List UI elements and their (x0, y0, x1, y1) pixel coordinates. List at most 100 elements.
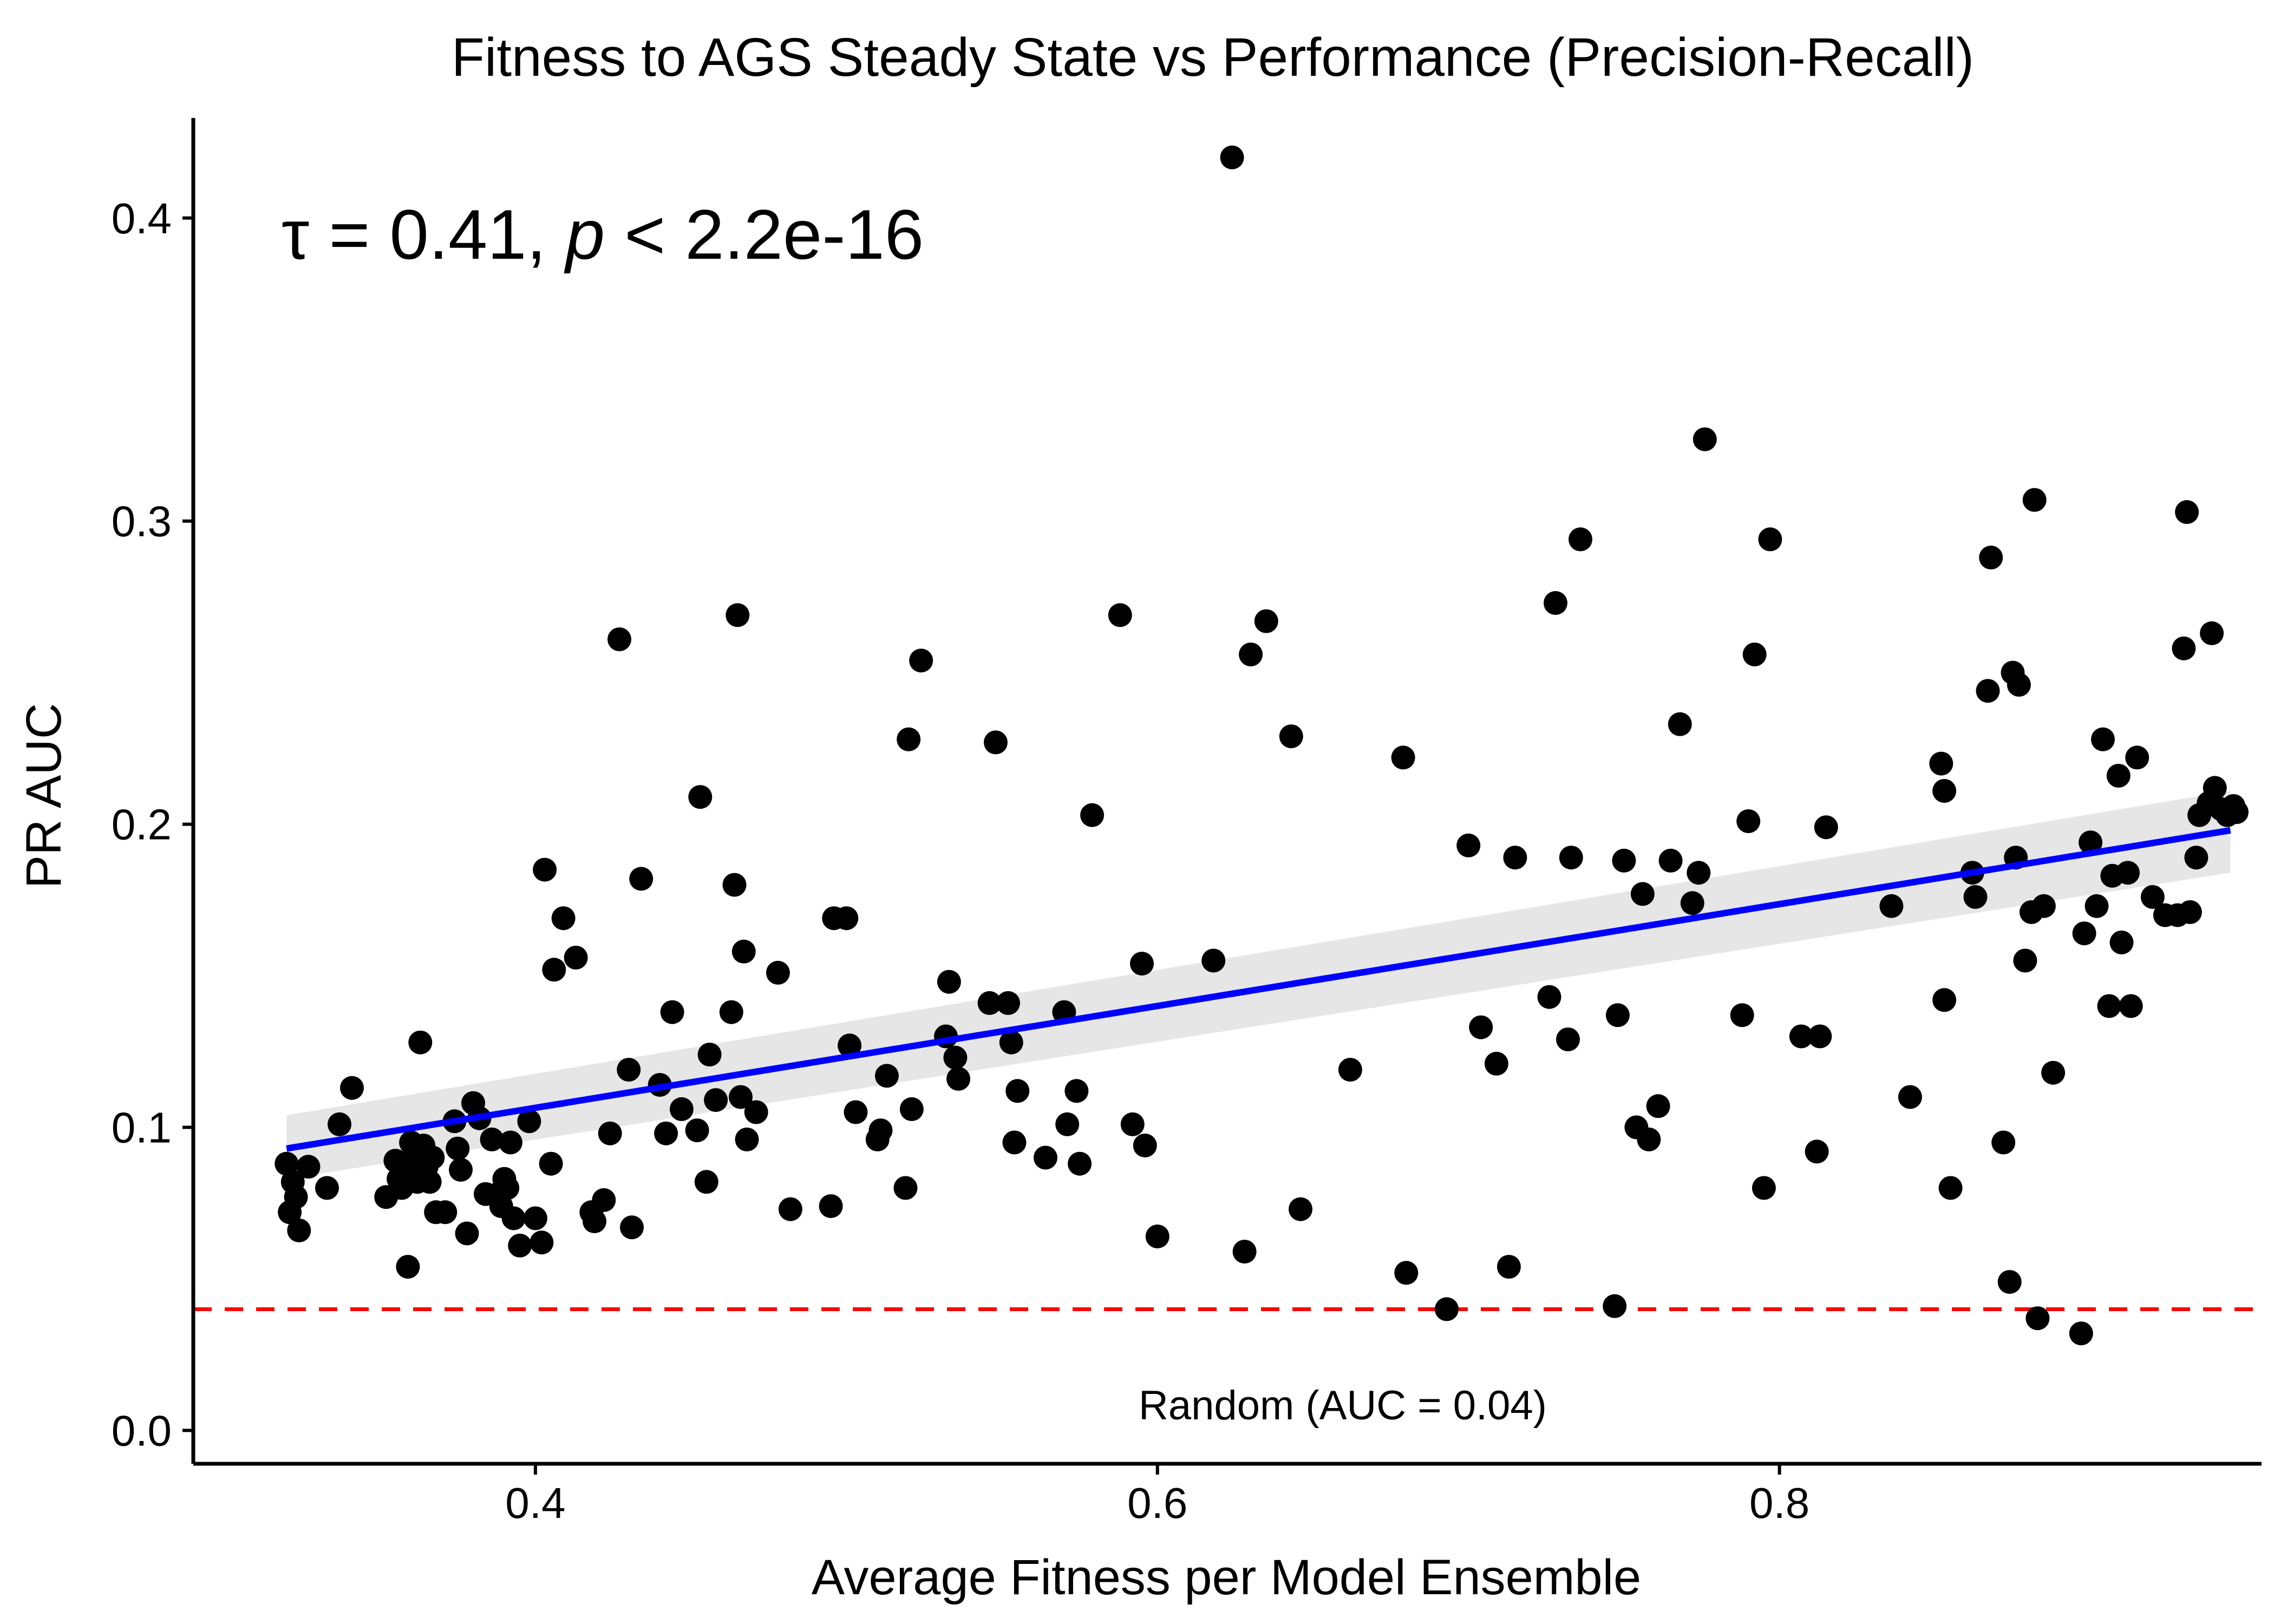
data-point (735, 1127, 759, 1151)
data-point (1932, 988, 1957, 1012)
data-point (417, 1170, 442, 1194)
data-point (1687, 861, 1711, 885)
data-point (617, 1058, 641, 1082)
data-point (530, 1230, 554, 1255)
data-point (1976, 679, 2000, 703)
data-point (2106, 764, 2131, 788)
data-point (1005, 1079, 1030, 1103)
data-point (275, 1151, 299, 1176)
y-tick-label: 0.2 (112, 801, 172, 849)
data-point (2031, 894, 2056, 918)
data-point (1693, 427, 1717, 451)
data-point (2119, 994, 2143, 1018)
data-point (480, 1127, 504, 1151)
data-point (1808, 1024, 1832, 1049)
data-point (1034, 1145, 1057, 1170)
data-point (1730, 1003, 1754, 1027)
data-point (1055, 1112, 1080, 1136)
data-point (1484, 1051, 1508, 1076)
tau-value: = 0.41, (309, 195, 565, 274)
data-point (819, 1194, 843, 1219)
data-point (1556, 1027, 1580, 1052)
data-point (778, 1197, 802, 1221)
data-point (446, 1136, 470, 1161)
data-point (340, 1076, 364, 1100)
data-point (1068, 1151, 1092, 1176)
data-point (1394, 1261, 1419, 1285)
data-point (1220, 145, 1244, 169)
data-point (999, 1030, 1023, 1055)
data-point (517, 1109, 541, 1134)
data-point (1603, 1294, 1627, 1318)
y-tick-label: 0.4 (112, 194, 172, 243)
data-point (868, 1118, 893, 1143)
data-point (1537, 985, 1561, 1009)
data-point (1789, 1024, 1813, 1049)
data-point (1680, 891, 1704, 915)
data-point (284, 1185, 308, 1209)
data-point (1456, 833, 1481, 857)
data-point (287, 1218, 311, 1242)
data-point (1630, 882, 1655, 906)
data-point (542, 958, 566, 982)
data-point (1002, 1130, 1027, 1155)
data-point (2091, 727, 2115, 751)
data-point (977, 991, 1002, 1015)
tau-symbol: τ (282, 195, 309, 274)
data-point (533, 857, 557, 882)
p-value: < 2.2e-16 (605, 195, 924, 274)
reference-line-label: Random (AUC = 0.04) (1139, 1383, 1547, 1429)
data-point (1814, 815, 1838, 840)
data-point (501, 1206, 526, 1230)
data-point (899, 1097, 924, 1121)
data-point (660, 1000, 684, 1024)
data-point (539, 1151, 563, 1176)
x-tick-label: 0.8 (1749, 1479, 1809, 1527)
data-point (1997, 1270, 2022, 1294)
data-point (1232, 1240, 1257, 1264)
chart-title: Fitness to AGS Steady State vs Performan… (452, 27, 1974, 88)
data-point (1963, 885, 1988, 909)
y-axis-title: PR AUC (16, 703, 71, 889)
data-point (455, 1221, 479, 1246)
data-point (2007, 673, 2031, 697)
data-point (396, 1255, 420, 1279)
data-point (688, 785, 713, 809)
y-axis-ticks: 0.0 0.1 0.2 0.3 0.4 (112, 194, 193, 1455)
data-point (1736, 809, 1761, 833)
data-point (328, 1112, 351, 1136)
data-point (2069, 1321, 2093, 1346)
data-point (726, 603, 750, 627)
data-point (654, 1121, 678, 1145)
data-point (766, 960, 790, 985)
data-point (2109, 931, 2134, 954)
data-point (838, 1033, 862, 1058)
data-point (433, 1200, 458, 1224)
data-point (1929, 751, 1953, 776)
data-point (1559, 846, 1583, 870)
data-point (296, 1155, 321, 1179)
data-point (1080, 803, 1105, 827)
data-point (1254, 609, 1278, 633)
data-point (719, 1000, 743, 1024)
data-point (1279, 724, 1303, 749)
data-point (685, 1118, 709, 1143)
data-point (1130, 952, 1154, 976)
data-point (909, 649, 933, 673)
data-point (2079, 830, 2103, 855)
data-point (996, 991, 1020, 1015)
x-axis-ticks: 0.4 0.6 0.8 (505, 1464, 1809, 1527)
data-point (669, 1097, 694, 1121)
data-point (564, 946, 588, 970)
data-point (495, 1176, 520, 1200)
x-tick-label: 0.4 (505, 1479, 565, 1527)
trend-line-layer (286, 827, 2231, 1152)
data-point (1239, 643, 1263, 666)
data-point (508, 1233, 532, 1258)
data-point (1289, 1197, 1312, 1221)
data-point (1605, 1003, 1630, 1027)
data-point (694, 1170, 718, 1194)
data-point (2041, 1060, 2066, 1085)
